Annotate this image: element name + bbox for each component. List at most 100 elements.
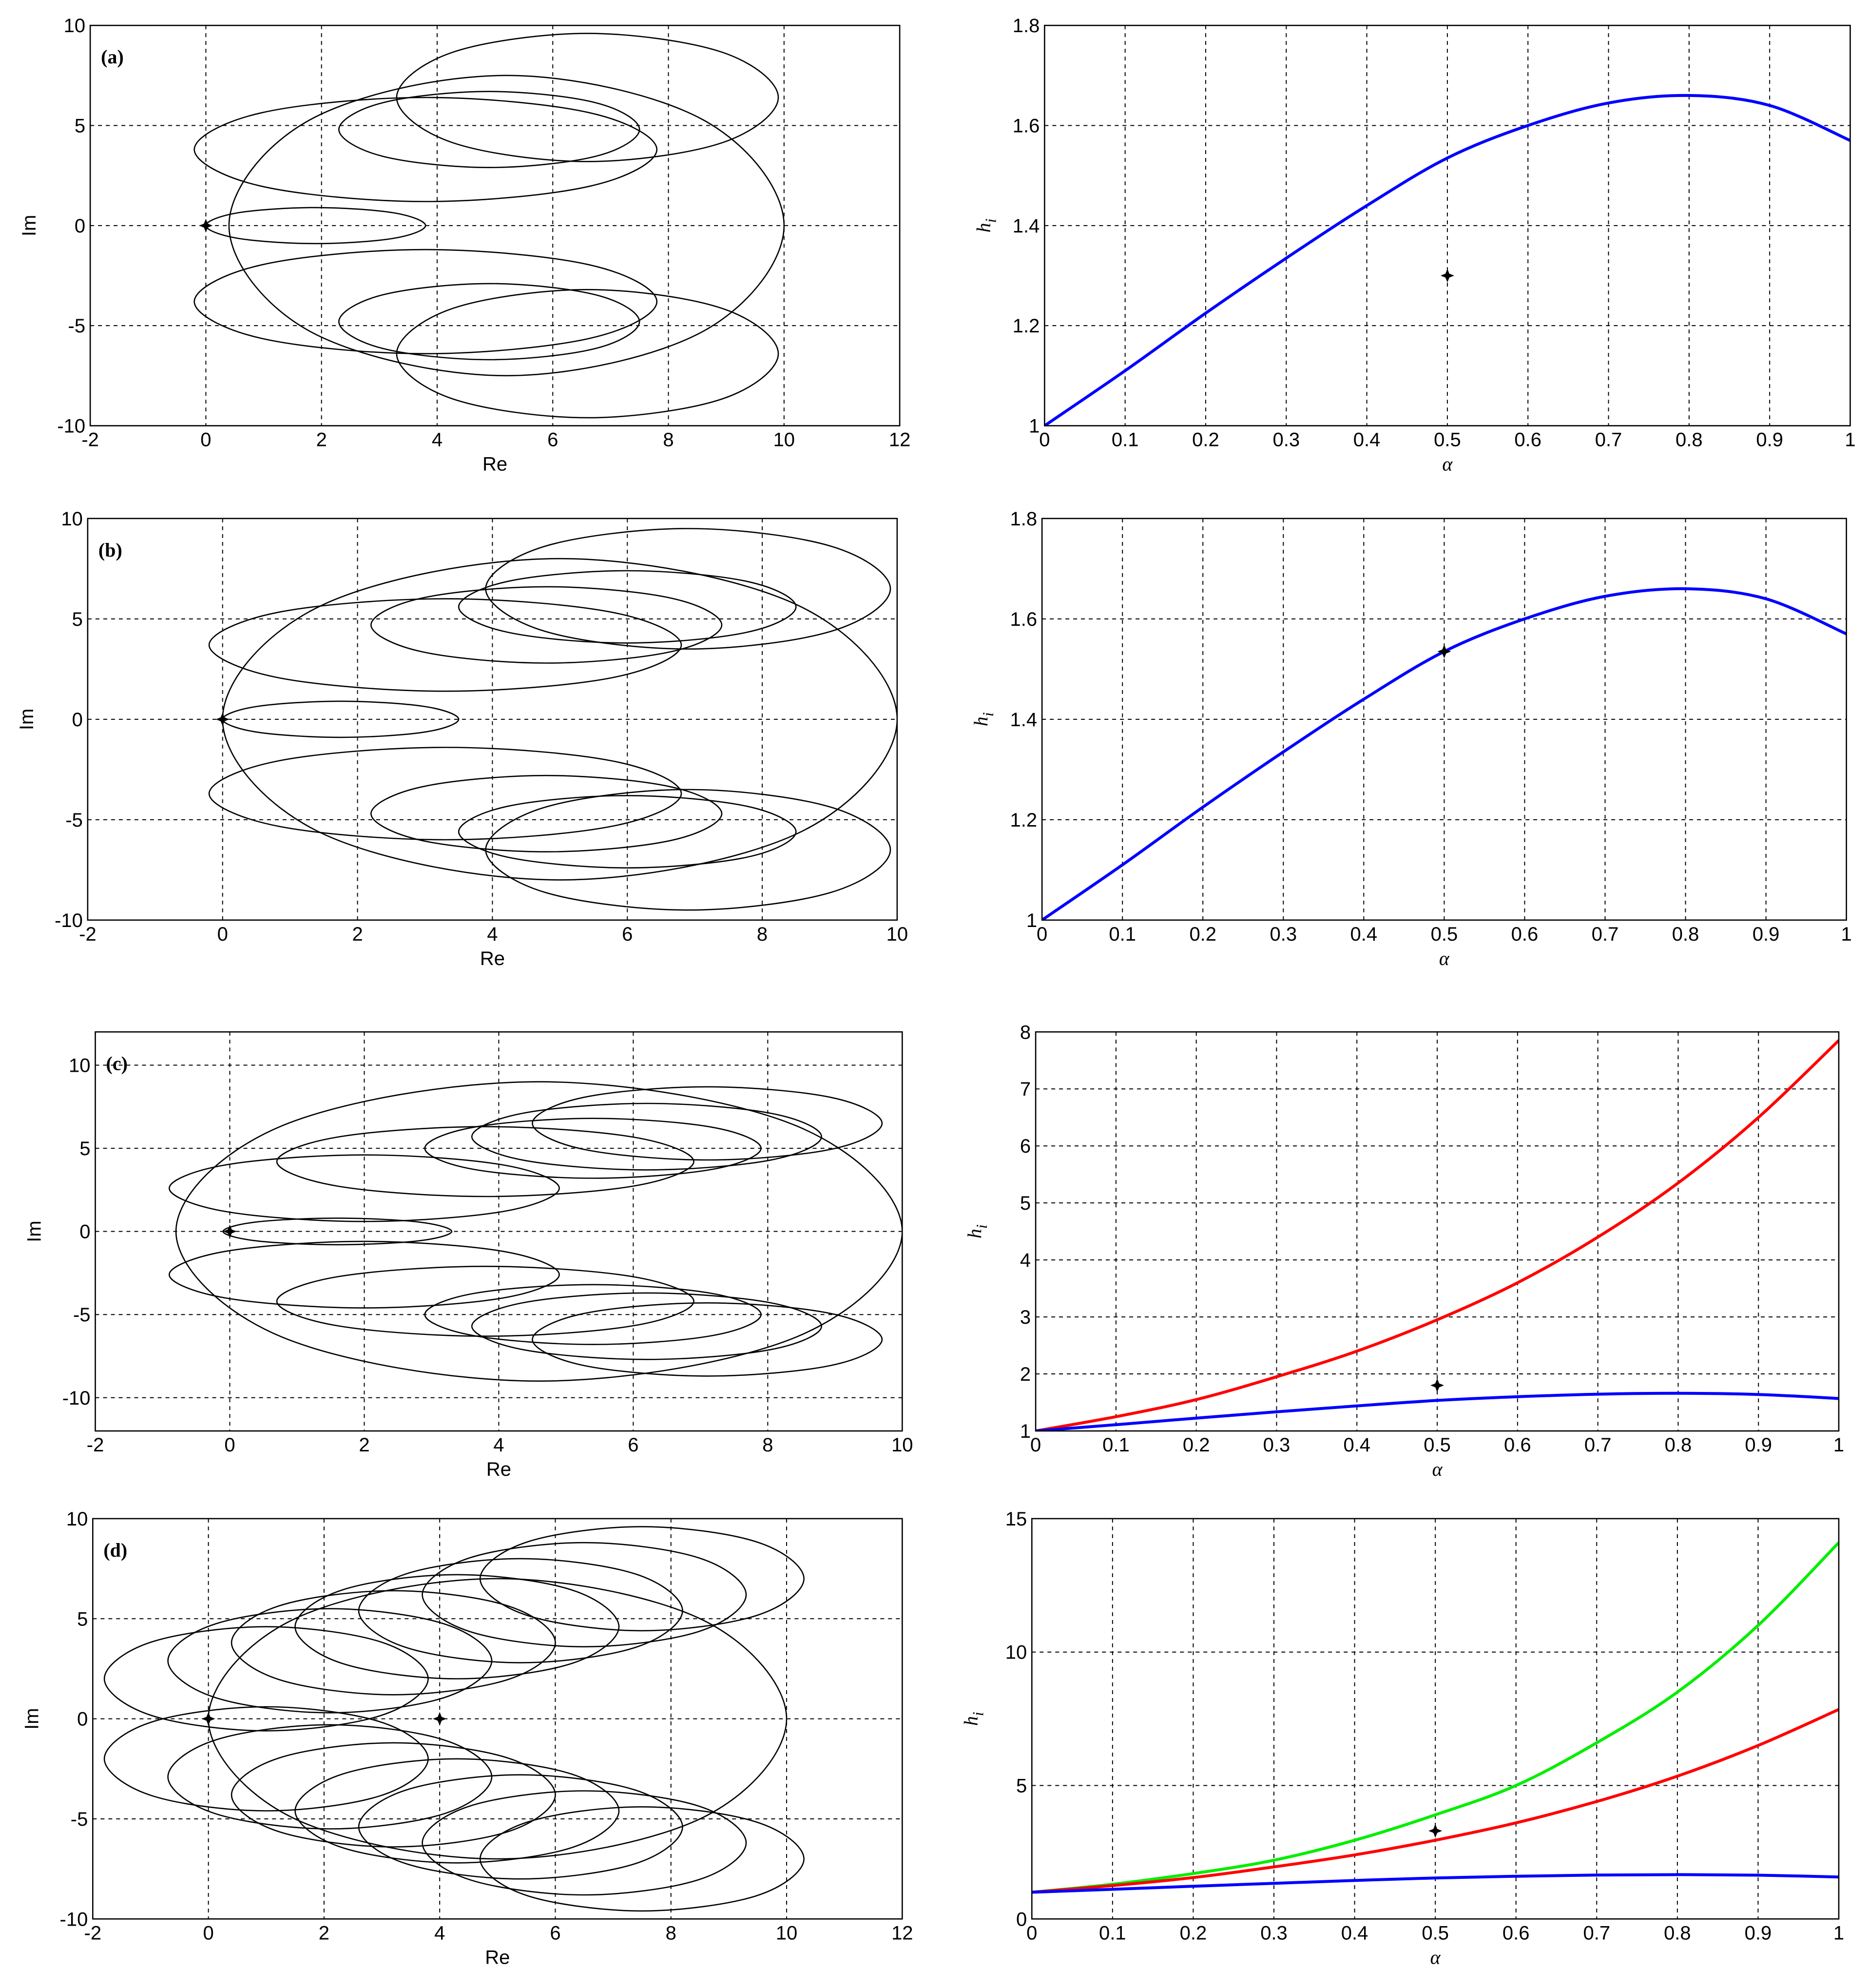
x-tick-label: 8 xyxy=(663,429,674,451)
x-tick-label: 0.7 xyxy=(1592,924,1619,945)
nyquist-loop xyxy=(167,1724,493,1830)
panel-label: (b) xyxy=(98,539,122,561)
x-tick-label: 0.6 xyxy=(1502,1922,1530,1944)
y-tick-label: 1.2 xyxy=(1013,315,1040,337)
x-tick-label: 1 xyxy=(1833,1922,1844,1944)
x-tick-label: 10 xyxy=(773,429,795,451)
nyquist-loop xyxy=(167,1608,493,1714)
y-tick-label: -5 xyxy=(71,1809,88,1830)
x-tick-label: 0.6 xyxy=(1504,1434,1531,1456)
y-tick-label: 1.2 xyxy=(1010,810,1038,831)
y-tick-label: -10 xyxy=(62,1388,91,1409)
y-tick-label: 0 xyxy=(75,215,85,237)
nyquist-loop xyxy=(422,1790,747,1896)
nyquist-loop xyxy=(338,283,640,361)
x-tick-label: 10 xyxy=(891,1434,913,1456)
x-tick-label: 0 xyxy=(1037,924,1047,945)
y-tick-label: 2 xyxy=(1020,1364,1031,1385)
x-tick-label: 0 xyxy=(1026,1922,1037,1944)
nyquist-loop xyxy=(103,1706,429,1812)
y-tick-label: 0 xyxy=(72,709,83,731)
y-tick-label: 15 xyxy=(1005,1508,1027,1530)
y-axis-label-main: h xyxy=(970,716,992,726)
nyquist-loop xyxy=(485,528,891,650)
y-axis-label-main: h xyxy=(972,223,994,232)
y-tick-label: 10 xyxy=(1005,1642,1027,1663)
y-tick-label: -5 xyxy=(68,315,86,337)
x-axis-label: Re xyxy=(485,1947,510,1968)
y-axis-label: Im xyxy=(16,709,38,730)
curve xyxy=(1036,1039,1839,1431)
x-tick-label: 1 xyxy=(1841,924,1852,945)
nyquist-loop xyxy=(338,91,640,169)
x-tick-label: 12 xyxy=(891,1922,913,1944)
y-tick-label: -5 xyxy=(73,1304,91,1326)
x-tick-label: 0.3 xyxy=(1272,429,1300,451)
x-tick-label: 8 xyxy=(666,1922,676,1944)
y-tick-label: 5 xyxy=(72,609,83,630)
x-tick-label: 6 xyxy=(628,1434,638,1456)
nyquist-loop xyxy=(208,598,682,692)
panel-label: (a) xyxy=(101,46,124,68)
axes-frame xyxy=(89,24,901,426)
x-axis-label: Re xyxy=(480,948,505,969)
nyquist-loop xyxy=(276,1265,694,1337)
x-tick-label: 10 xyxy=(776,1922,798,1944)
x-tick-label: 2 xyxy=(319,1922,329,1944)
y-tick-label: 1 xyxy=(1026,910,1037,931)
curve xyxy=(1032,1708,1839,1894)
y-tick-label: 1 xyxy=(1029,416,1040,437)
y-tick-label: 1.6 xyxy=(1013,115,1040,136)
subplot: 0 0.1 0.2 0.3 0.4 0.5 0.6 0.7 0.8 0.9 1 1 1.2 1.4 1.6 1… xyxy=(970,508,1852,969)
nyquist-loop xyxy=(276,1126,694,1197)
x-tick-label: 0 xyxy=(203,1922,214,1944)
curve xyxy=(1044,94,1850,426)
y-tick-label: 10 xyxy=(64,15,86,37)
y-tick-label: 10 xyxy=(66,1508,88,1530)
nyquist-loop xyxy=(424,1284,762,1345)
x-tick-label: 0.1 xyxy=(1112,429,1139,451)
nyquist-loop xyxy=(358,1774,683,1880)
x-tick-label: 0.4 xyxy=(1353,429,1381,451)
x-tick-label: 0.4 xyxy=(1350,924,1378,945)
axes-frame xyxy=(95,1031,903,1432)
y-tick-label: -10 xyxy=(60,1909,88,1930)
plot-area xyxy=(1032,1518,1839,1919)
nyquist-loop xyxy=(370,586,723,664)
x-tick-label: 0.5 xyxy=(1431,924,1458,945)
y-axis-label: Im xyxy=(24,1220,45,1242)
x-tick-label: 1 xyxy=(1833,1434,1844,1456)
x-tick-label: 6 xyxy=(550,1922,560,1944)
y-axis-label-sub: i xyxy=(973,1224,990,1229)
y-tick-label: 5 xyxy=(77,1608,88,1630)
y-tick-label: 0 xyxy=(1016,1909,1027,1930)
x-tick-label: 0 xyxy=(217,924,228,945)
x-tick-label: 0.6 xyxy=(1511,924,1539,945)
marker xyxy=(215,712,230,726)
nyquist-loop xyxy=(485,789,891,911)
x-axis-label: Re xyxy=(486,1459,511,1480)
y-axis-label-main: Im xyxy=(16,709,38,730)
x-tick-label: -2 xyxy=(81,429,99,451)
nyquist-loop xyxy=(168,1154,560,1222)
y-axis-label-main: h xyxy=(963,1229,985,1238)
x-tick-label: 8 xyxy=(757,924,768,945)
y-tick-label: -5 xyxy=(65,810,83,831)
x-tick-label: 0.4 xyxy=(1343,1434,1370,1456)
x-tick-label: 0.8 xyxy=(1664,1922,1691,1944)
x-tick-label: 0.5 xyxy=(1434,429,1461,451)
marker xyxy=(433,1712,447,1726)
nyquist-loop xyxy=(175,1081,903,1382)
nyquist-loop xyxy=(358,1558,683,1663)
y-axis-label-main: Im xyxy=(21,1708,42,1729)
y-axis-label: Im xyxy=(21,1708,42,1729)
panel-label: (d) xyxy=(103,1539,127,1561)
x-tick-label: 4 xyxy=(487,924,498,945)
x-tick-label: 2 xyxy=(352,924,363,945)
x-axis-label: α xyxy=(1432,1458,1443,1480)
nyquist-loop xyxy=(424,1118,762,1179)
y-tick-label: 1.6 xyxy=(1010,609,1038,630)
marker xyxy=(1440,269,1454,283)
curve xyxy=(1032,1542,1839,1894)
